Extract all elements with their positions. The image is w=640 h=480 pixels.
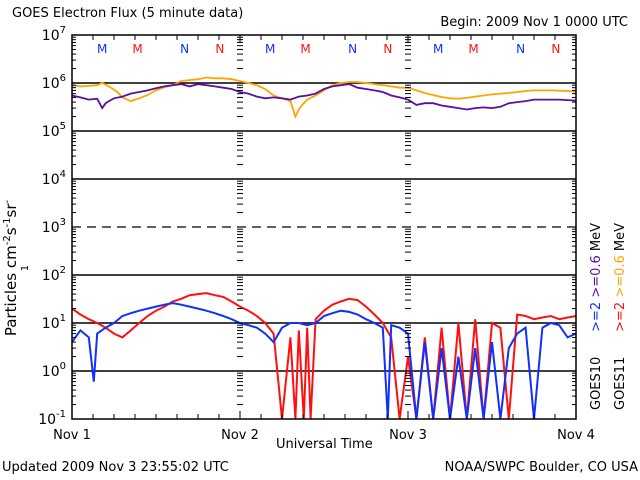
series-goes11_e2	[71, 292, 577, 420]
series-goes10_e06	[71, 83, 577, 111]
y-tick-label-base: 10	[42, 172, 60, 188]
y-tick-label: 107	[42, 25, 66, 44]
top-marker-m: M	[97, 42, 107, 56]
legend-goes11: GOES11 >=2 >=0.6 MeV	[613, 223, 628, 410]
y-tick-label-exp: -1	[56, 409, 66, 420]
y-tick-label-exp: 7	[60, 25, 66, 36]
x-tick-label: Nov 3	[389, 428, 427, 443]
chart-title: GOES Electron Flux (5 minute data)	[12, 6, 244, 21]
y-tick-label: 103	[42, 217, 66, 236]
top-marker-m: M	[132, 42, 142, 56]
y-tick-label-base: 10	[42, 220, 60, 236]
y-tick-label-exp: 5	[60, 121, 66, 132]
x-tick-label: Nov 1	[53, 428, 91, 443]
y-tick-label-exp: 1	[60, 313, 66, 324]
y-tick-label-base: 10	[42, 28, 60, 44]
y-tick-label: 104	[42, 169, 66, 188]
y-tick-label-base: 10	[42, 124, 60, 140]
x-tick-labels: Nov 1 Nov 2 Nov 3 Nov 4	[53, 428, 595, 443]
y-tick-label: 101	[42, 313, 66, 332]
y-tick-label-exp: 4	[60, 169, 66, 180]
y-tick-label-base: 10	[38, 412, 56, 428]
top-marker-n: N	[180, 42, 189, 56]
y-tick-label-base: 10	[42, 76, 60, 92]
gridlines	[72, 82, 576, 372]
y-tick-label-exp: 0	[60, 361, 66, 372]
x-tick-label: Nov 4	[557, 428, 595, 443]
legend-goes10-unit: MeV	[589, 222, 604, 252]
top-marker-n: N	[383, 42, 392, 56]
axes	[71, 34, 577, 420]
top-marker-m: M	[265, 42, 275, 56]
y-tick-label: 105	[42, 121, 66, 140]
x-tick-label: Nov 2	[221, 428, 259, 443]
top-marker-n: N	[516, 42, 525, 56]
y-tick-label-base: 10	[42, 268, 60, 284]
top-marker-m: M	[300, 42, 310, 56]
y-tick-label-exp: 3	[60, 217, 66, 228]
top-marker-m: M	[468, 42, 478, 56]
y-tick-label-base: 10	[42, 364, 60, 380]
legend-goes10-e06: >=0.6	[589, 255, 604, 298]
y-tick-label-exp: 6	[60, 73, 66, 84]
top-marker-n: N	[348, 42, 357, 56]
y-tick-label: 106	[42, 73, 66, 92]
top-marker-n: N	[551, 42, 560, 56]
legend-goes11-unit: MeV	[613, 222, 628, 252]
legend-goes10-name: GOES10	[589, 356, 604, 410]
y-tick-label: 100	[42, 361, 66, 380]
series-goes11_e06	[71, 76, 577, 120]
y-tick-label-base: 10	[42, 316, 60, 332]
top-marker-n: N	[215, 42, 224, 56]
legend-goes10-e2: >=2	[589, 301, 604, 332]
y-tick-label: 102	[42, 265, 66, 284]
series-group	[71, 76, 577, 420]
credit: NOAA/SWPC Boulder, CO USA	[444, 460, 638, 475]
legend-goes11-e06: >=0.6	[613, 255, 628, 298]
y-tick-label-exp: 2	[60, 265, 66, 276]
top-marker-m: M	[433, 42, 443, 56]
legend-goes10: GOES10 >=2 >=0.6 MeV	[589, 223, 604, 410]
y-tick-label: 10-1	[38, 409, 66, 428]
begin-time: Begin: 2009 Nov 1 0000 UTC	[440, 15, 628, 30]
series-goes10_e2	[71, 302, 577, 420]
updated-time: Updated 2009 Nov 3 23:55:02 UTC	[2, 460, 229, 475]
legend-goes11-name: GOES11	[613, 356, 628, 410]
x-axis-label: Universal Time	[276, 437, 373, 452]
legend-goes11-e2: >=2	[613, 301, 628, 332]
